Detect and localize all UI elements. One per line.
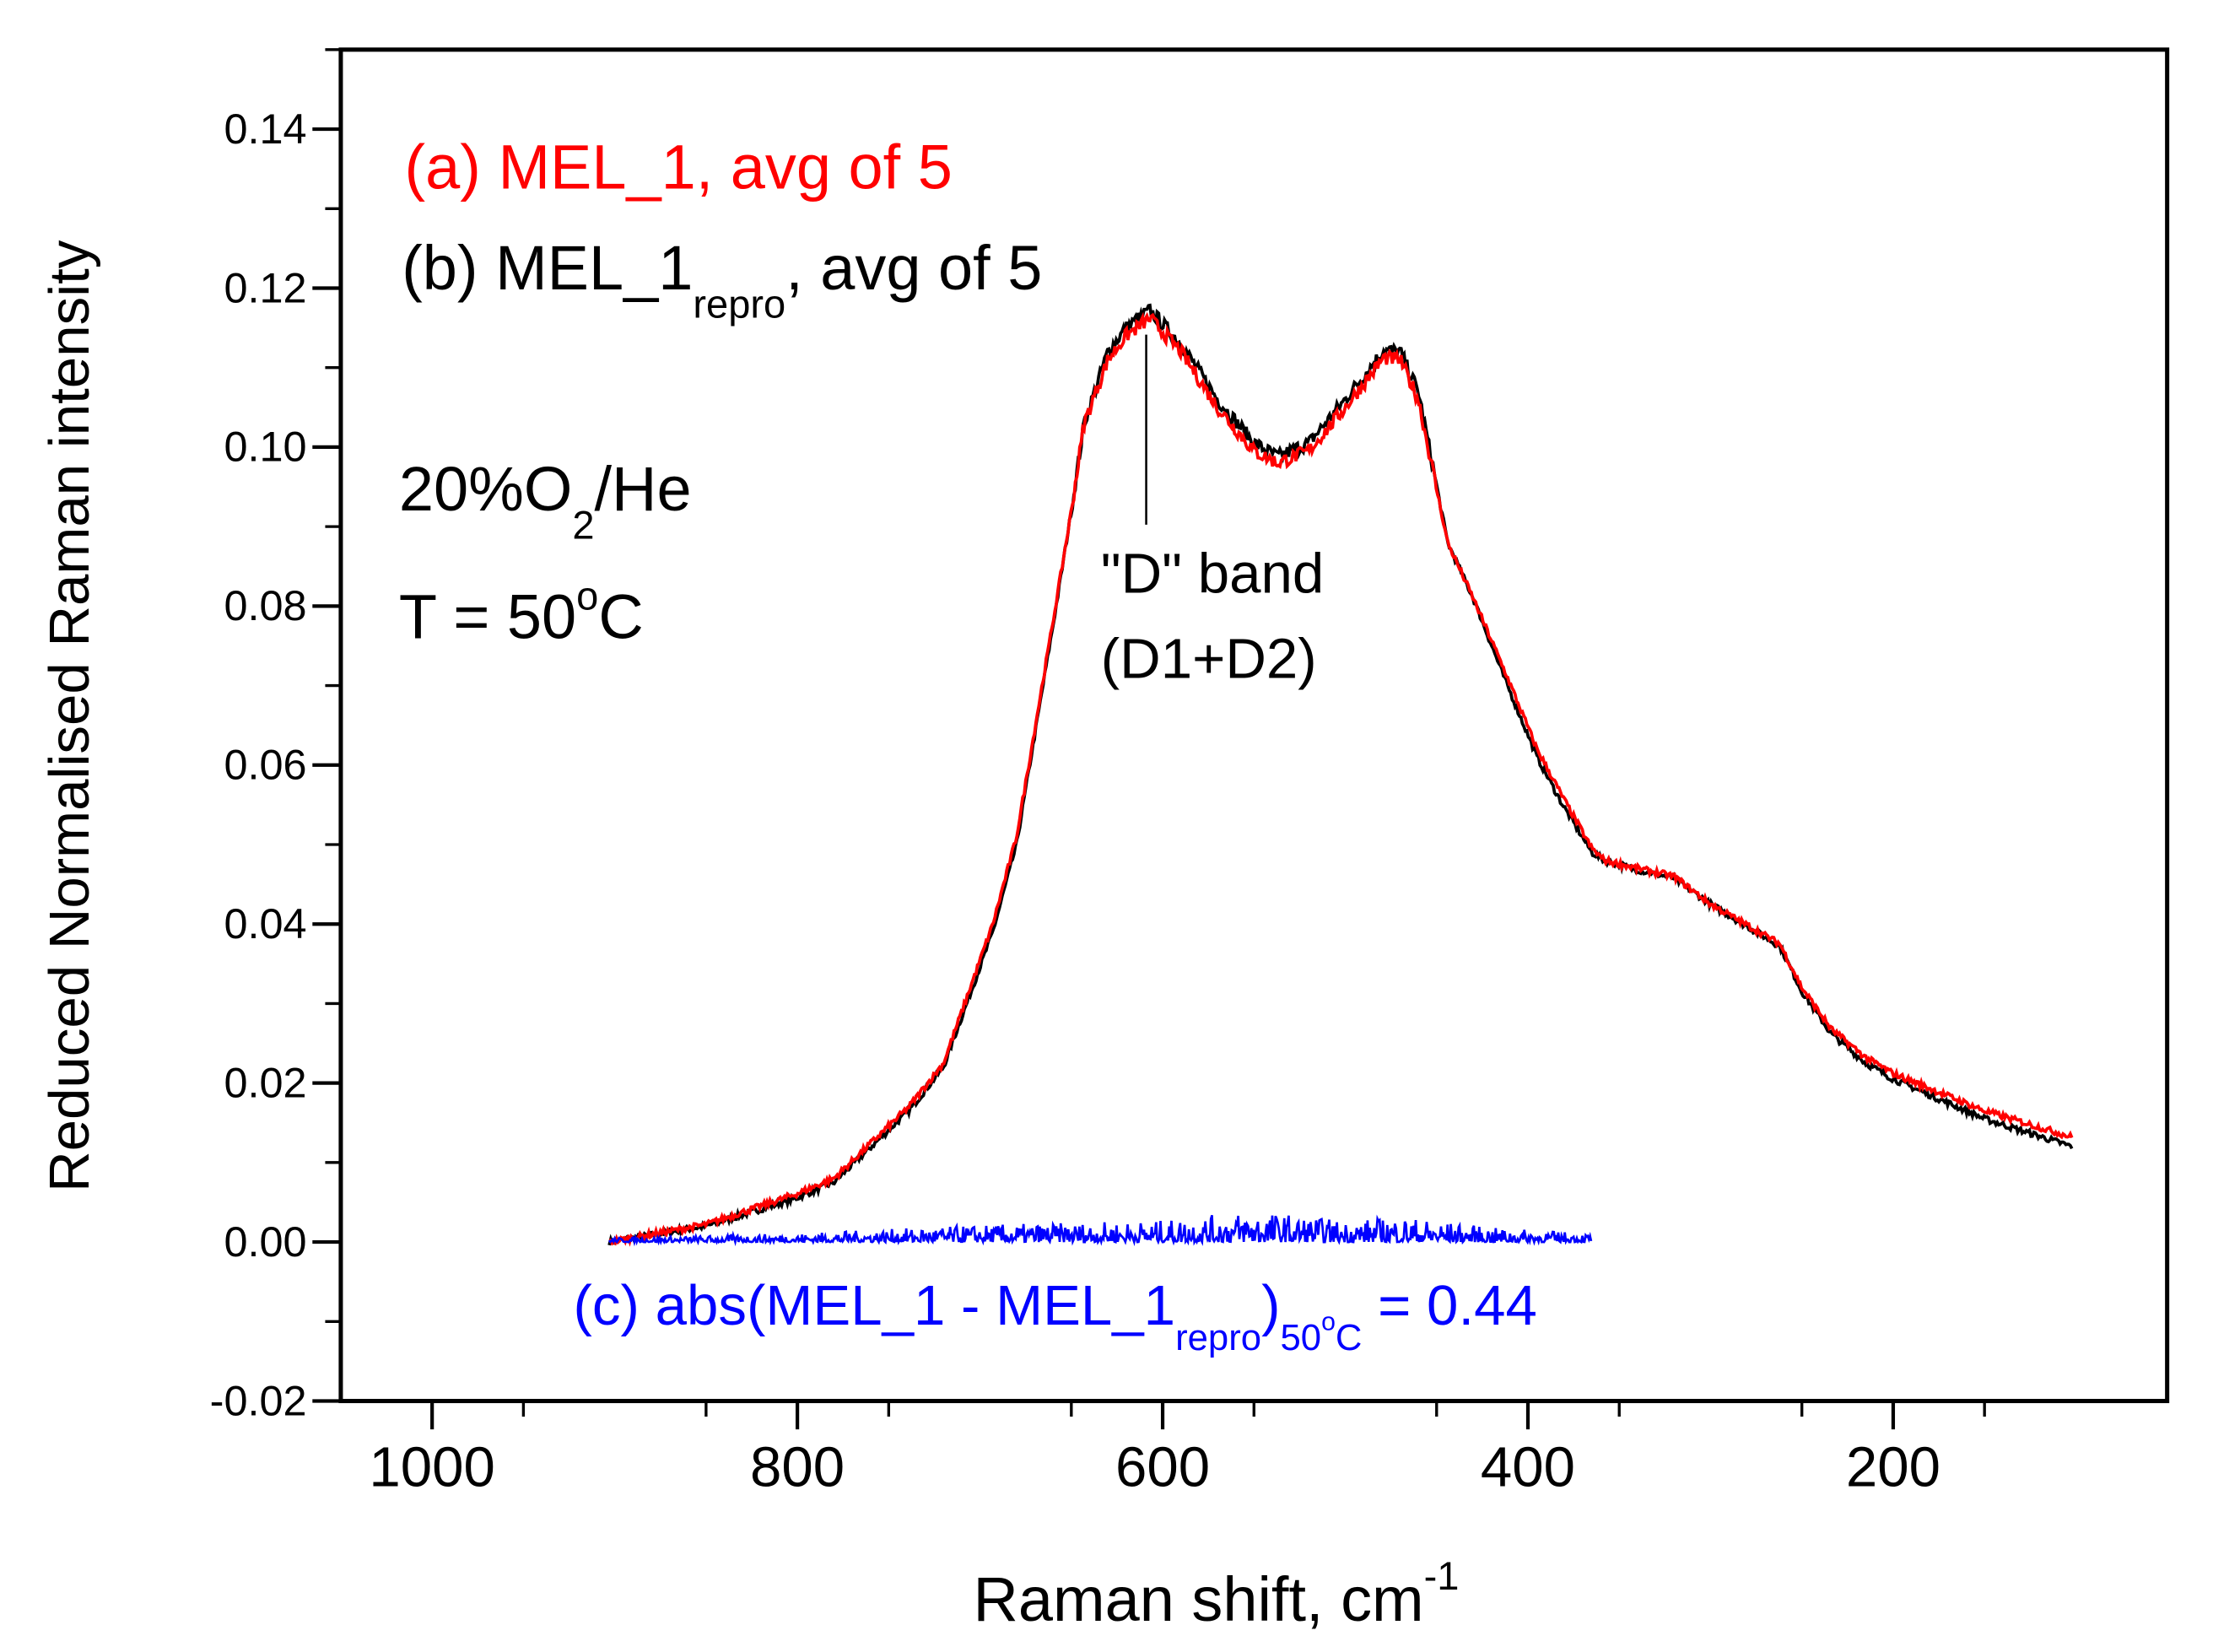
d-band-label: "D" band [1101, 543, 1324, 606]
y-axis-label: Reduced Normalised Raman intensity [38, 240, 101, 1192]
y-tick-label: 0.06 [224, 741, 306, 789]
x-tick-label: 600 [1115, 1435, 1210, 1498]
y-tick-label: 0.12 [224, 263, 306, 311]
temperature-label: T = 50oC [399, 574, 644, 652]
x-axis-label: Raman shift, cm-1 [974, 1553, 1460, 1634]
y-tick-label: -0.02 [210, 1376, 307, 1424]
y-tick-label: 0.14 [224, 105, 306, 153]
series-layer [607, 303, 2074, 1247]
series-line-c [607, 1214, 1593, 1247]
d-band-sublabel: (D1+D2) [1101, 627, 1317, 690]
ticks-layer: 1000 800 600 400 200 -0.02 0.00 0.02 0.04 0.06 0.0… [210, 48, 1986, 1498]
series-line-a [608, 311, 2074, 1247]
y-tick-label: 0.00 [224, 1217, 306, 1266]
y-tick-label: 0.04 [224, 899, 306, 947]
x-tick-label: 400 [1481, 1435, 1575, 1498]
y-tick-label: 0.10 [224, 423, 306, 471]
x-tick-label: 1000 [369, 1435, 495, 1498]
gas-label: 20%O2/He [399, 454, 692, 548]
legend-b: (b) MEL_1repro, avg of 5 [402, 233, 1042, 327]
x-tick-label: 200 [1846, 1435, 1940, 1498]
legend-a: (a) MEL_1, avg of 5 [405, 132, 953, 202]
y-tick-label: 0.02 [224, 1058, 306, 1106]
y-tick-label: 0.08 [224, 581, 306, 629]
x-tick-label: 800 [750, 1435, 845, 1498]
legend-c: (c) abs(MEL_1 - MEL_1repro)50oC = 0.44 [574, 1274, 1537, 1358]
